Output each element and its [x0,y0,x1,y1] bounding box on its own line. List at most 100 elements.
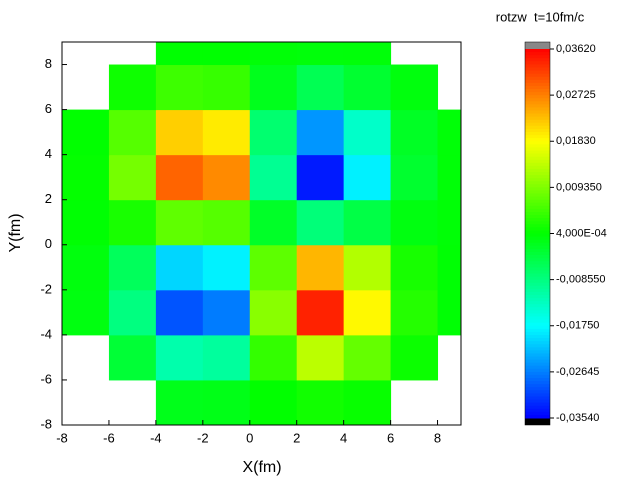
heat-cell [343,64,392,111]
colorbar-title: rotzw t=10fm/c [496,9,585,24]
heatmap-cells [62,42,461,425]
colorbar-band [525,73,550,78]
colorbar-band [525,202,550,207]
colorbar-band [525,291,550,296]
colorbar-band [525,414,550,419]
heat-cell [249,334,298,381]
colorbar-band [525,104,550,108]
heat-cell [296,64,345,111]
heat-cell [390,289,439,336]
colorbar-band [525,408,550,413]
heat-cell [202,244,251,291]
colorbar-band [525,141,550,145]
colorbar-band [525,236,550,241]
colorbar-band [525,295,550,299]
y-tick-label: 2 [45,191,52,206]
colorbar-band [525,248,550,253]
heat-cell [296,334,345,381]
colorbar-band [525,199,550,204]
colorbar-tick-label: -0,008550 [556,274,606,286]
colorbar-band [525,258,550,262]
heat-cell [155,42,204,66]
colorbar-band [525,359,550,364]
colorbar-band [525,390,550,394]
colorbar-band [525,347,550,351]
heat-cell [249,42,298,66]
colorbar-band [525,405,550,410]
heat-cell [108,199,157,246]
y-tick-label: -8 [40,416,52,431]
x-tick-label: -2 [197,430,209,445]
heat-cell [62,244,110,291]
colorbar-band [525,384,550,388]
colorbar-band [525,227,550,231]
colorbar-band [525,156,550,161]
colorbar-band [525,353,550,357]
x-tick-label: 8 [434,430,441,445]
heat-cell [62,199,110,246]
colorbar-band [525,181,550,185]
heat-cell [249,244,298,291]
y-tick-label: 6 [45,101,52,116]
y-tick-label: -6 [40,371,52,386]
colorbar-band [525,205,550,210]
colorbar-band [525,125,550,130]
colorbar-band [525,344,550,348]
colorbar-band [525,215,550,219]
x-tick-label: 0 [246,430,253,445]
heat-cell [108,334,157,381]
colorbar-band [525,378,550,382]
colorbar-band [525,211,550,216]
colorbar-band [525,399,550,404]
heat-cell [62,289,110,336]
heat-cell [249,199,298,246]
colorbar-band [525,92,550,96]
colorbar-band [525,365,550,370]
colorbar-band [525,76,550,81]
colorbar-band [525,119,550,124]
heat-cell [155,199,204,246]
colorbar-band [525,162,550,167]
colorbar-band [525,325,550,330]
heat-cell [108,154,157,201]
y-tick-label: -4 [40,326,52,341]
colorbar-band [525,267,550,271]
colorbar-band [525,396,550,401]
colorbar-band [525,85,550,90]
colorbar-band [525,132,550,136]
colorbar-tick-label: -0,01750 [556,320,599,332]
colorbar: 0,03620 0,02725 0,01830 0,009350 4,000E-04 -0… [524,41,607,426]
colorbar-band [525,49,550,53]
heat-cell [437,109,461,156]
colorbar-band [525,411,550,416]
heat-cell [296,289,345,336]
y-tick-label: 0 [45,236,52,251]
heat-cell [249,109,298,156]
heat-cell [249,289,298,336]
heat-cell [343,199,392,246]
colorbar-under [525,418,550,425]
x-axis-title: X(fm) [242,459,281,476]
colorbar-band [525,116,550,121]
heat-cell [155,154,204,201]
colorbar-band [525,224,550,228]
heat-cell [108,244,157,291]
x-tick-label: -8 [56,430,68,445]
colorbar-band [525,107,550,111]
heat-cell [202,64,251,111]
colorbar-band [525,279,550,284]
colorbar-band [525,165,550,170]
colorbar-band [525,122,550,127]
colorbar-band [525,233,550,238]
heat-cell [296,154,345,201]
colorbar-band [525,159,550,164]
colorbar-band [525,245,550,250]
heat-cell [437,289,461,336]
colorbar-band [525,113,550,118]
heat-cell [202,334,251,381]
heat-cell [437,244,461,291]
x-tick-label: 6 [387,430,394,445]
heat-cell [296,42,345,66]
colorbar-band [525,285,550,290]
